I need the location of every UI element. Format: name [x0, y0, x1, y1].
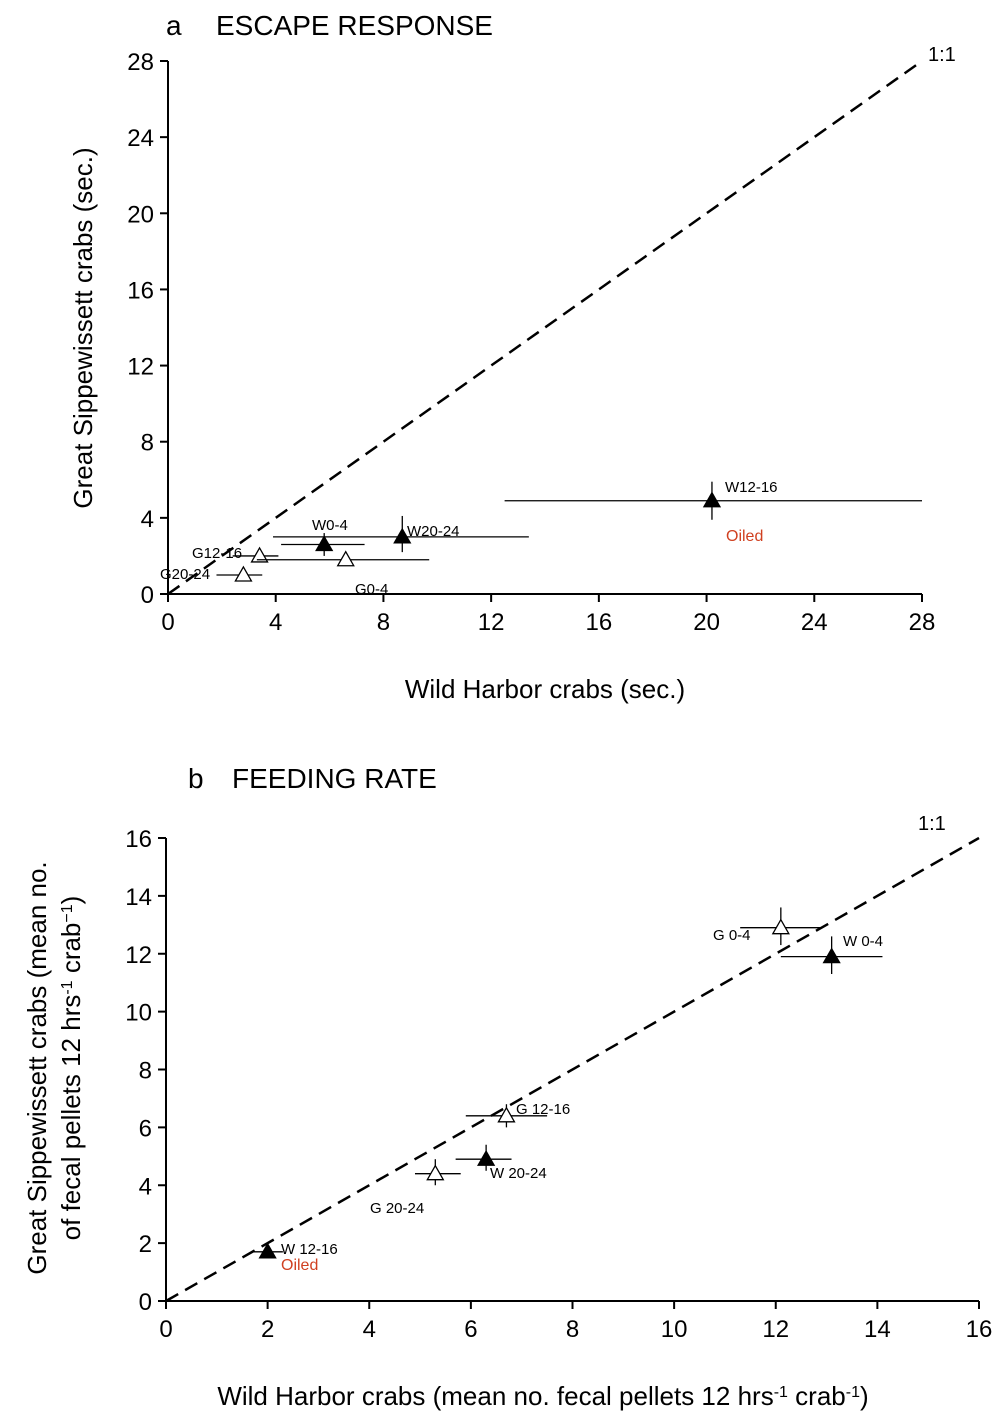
panel-b-point-label: W 0-4: [843, 933, 883, 950]
panel-b-y-axis-label-line1: Great Sippewissett crabs (mean no.: [22, 861, 52, 1274]
panel-a-y-tick-label: 12: [127, 354, 154, 381]
panel-b-x-tick-label: 14: [864, 1316, 891, 1343]
panel-b-y-tick-label: 14: [125, 884, 152, 911]
panel-b-open-triangle-marker: [771, 918, 790, 935]
panel-a-filled-triangle-marker: [393, 527, 412, 544]
panel-b-x-tick-label: 10: [661, 1316, 688, 1343]
panel-b-y-tick-label: 2: [139, 1231, 152, 1258]
panel-a-y-tick-label: 8: [141, 430, 154, 457]
panel-a-filled-triangle-marker: [702, 491, 722, 508]
panel-a-open-triangle-marker: [250, 546, 269, 563]
panel-b-open-triangle-marker: [426, 1164, 445, 1181]
panel-a-open-triangle-marker: [336, 550, 355, 567]
panel-b-one-to-one-line: [165, 836, 980, 1303]
panel-a-point-label: W20-24: [407, 523, 460, 540]
panel-a-x-tick-label: 0: [161, 609, 174, 636]
panel-b-y-tick-label: 8: [139, 1058, 152, 1085]
panel-a-point-label: G0-4: [355, 581, 388, 598]
panel-b-x-tick-label: 8: [566, 1316, 579, 1343]
panel-b-point-label: G 0-4: [713, 927, 751, 944]
panel-a-one-to-one-line: [167, 59, 923, 596]
panel-b-point-label: G 12-16: [516, 1101, 570, 1118]
panel-b-x-tick-label: 16: [966, 1316, 993, 1343]
panel-a-title: ESCAPE RESPONSE: [216, 10, 493, 41]
panel-a-y-tick-label: 0: [141, 582, 154, 609]
panel-b-filled-triangle-marker: [822, 947, 841, 964]
panel-a-y-tick-label: 4: [141, 506, 154, 533]
panel-b-y-tick-label: 12: [125, 942, 152, 969]
panel-a-escape-response: a ESCAPE RESPONSE Wild Harbor crabs (sec…: [68, 10, 956, 704]
panel-a-y-tick-label: 20: [127, 201, 154, 228]
panel-b-x-tick-label: 4: [363, 1316, 376, 1343]
panel-b-filled-triangle-marker: [258, 1242, 277, 1259]
panel-b-filled-triangle-marker: [476, 1149, 496, 1166]
panel-b-point-label: W 20-24: [490, 1165, 547, 1182]
panel-a-one-to-one-label: 1:1: [928, 44, 956, 66]
panel-a-y-tick-label: 24: [127, 125, 154, 152]
panel-b-point-label: G 20-24: [370, 1200, 424, 1217]
panel-a-filled-triangle-marker: [315, 535, 334, 552]
panel-a-x-tick-label: 20: [693, 609, 720, 636]
panel-b-feeding-rate: b FEEDING RATE Wild Harbor crabs (mean n…: [22, 763, 992, 1411]
panel-b-x-axis-label: Wild Harbor crabs (mean no. fecal pellet…: [217, 1381, 868, 1411]
panel-b-y-tick-label: 10: [125, 1000, 152, 1027]
panel-a-point-label: W0-4: [312, 517, 348, 534]
panel-b-oiled-annotation: Oiled: [281, 1257, 318, 1274]
panel-a-x-tick-label: 16: [586, 609, 613, 636]
panel-b-x-tick-label: 0: [159, 1316, 172, 1343]
panel-b-x-tick-label: 12: [762, 1316, 789, 1343]
panel-a-x-tick-label: 4: [269, 609, 282, 636]
panel-b-x-tick-label: 2: [261, 1316, 274, 1343]
panel-b-open-triangle-marker: [497, 1106, 516, 1123]
panel-a-point-label: G12-16: [192, 545, 242, 562]
panel-b-x-tick-label: 6: [464, 1316, 477, 1343]
panel-a-oiled-annotation: Oiled: [726, 528, 763, 545]
panel-a-point-label: W12-16: [725, 479, 778, 496]
panel-b-y-tick-label: 4: [139, 1173, 152, 1200]
panel-a-x-tick-label: 24: [801, 609, 828, 636]
panel-b-y-tick-label: 6: [139, 1115, 152, 1142]
panel-b-one-to-one-label: 1:1: [918, 813, 946, 835]
panel-a-open-triangle-marker: [234, 565, 253, 582]
panel-a-x-tick-label: 8: [377, 609, 390, 636]
panel-a-y-axis-label: Great Sippewissett crabs (sec.): [68, 147, 98, 508]
panel-a-letter: a: [166, 10, 182, 41]
panel-b-y-tick-label: 0: [139, 1289, 152, 1316]
panel-b-y-tick-label: 16: [125, 826, 152, 853]
panel-b-title: FEEDING RATE: [232, 763, 437, 794]
panel-b-letter: b: [188, 763, 204, 794]
panel-a-x-axis-label: Wild Harbor crabs (sec.): [405, 674, 685, 704]
panel-a-y-tick-label: 16: [127, 277, 154, 304]
panel-b-y-axis-label-line2: of fecal pellets 12 hrs-1 crab−1): [56, 896, 86, 1241]
panel-a-y-tick-label: 28: [127, 49, 154, 76]
panel-a-x-tick-label: 28: [909, 609, 936, 636]
panel-a-point-label: G20-24: [160, 566, 210, 583]
panel-a-x-tick-label: 12: [478, 609, 505, 636]
panel-b-point-label: W 12-16: [281, 1241, 338, 1258]
